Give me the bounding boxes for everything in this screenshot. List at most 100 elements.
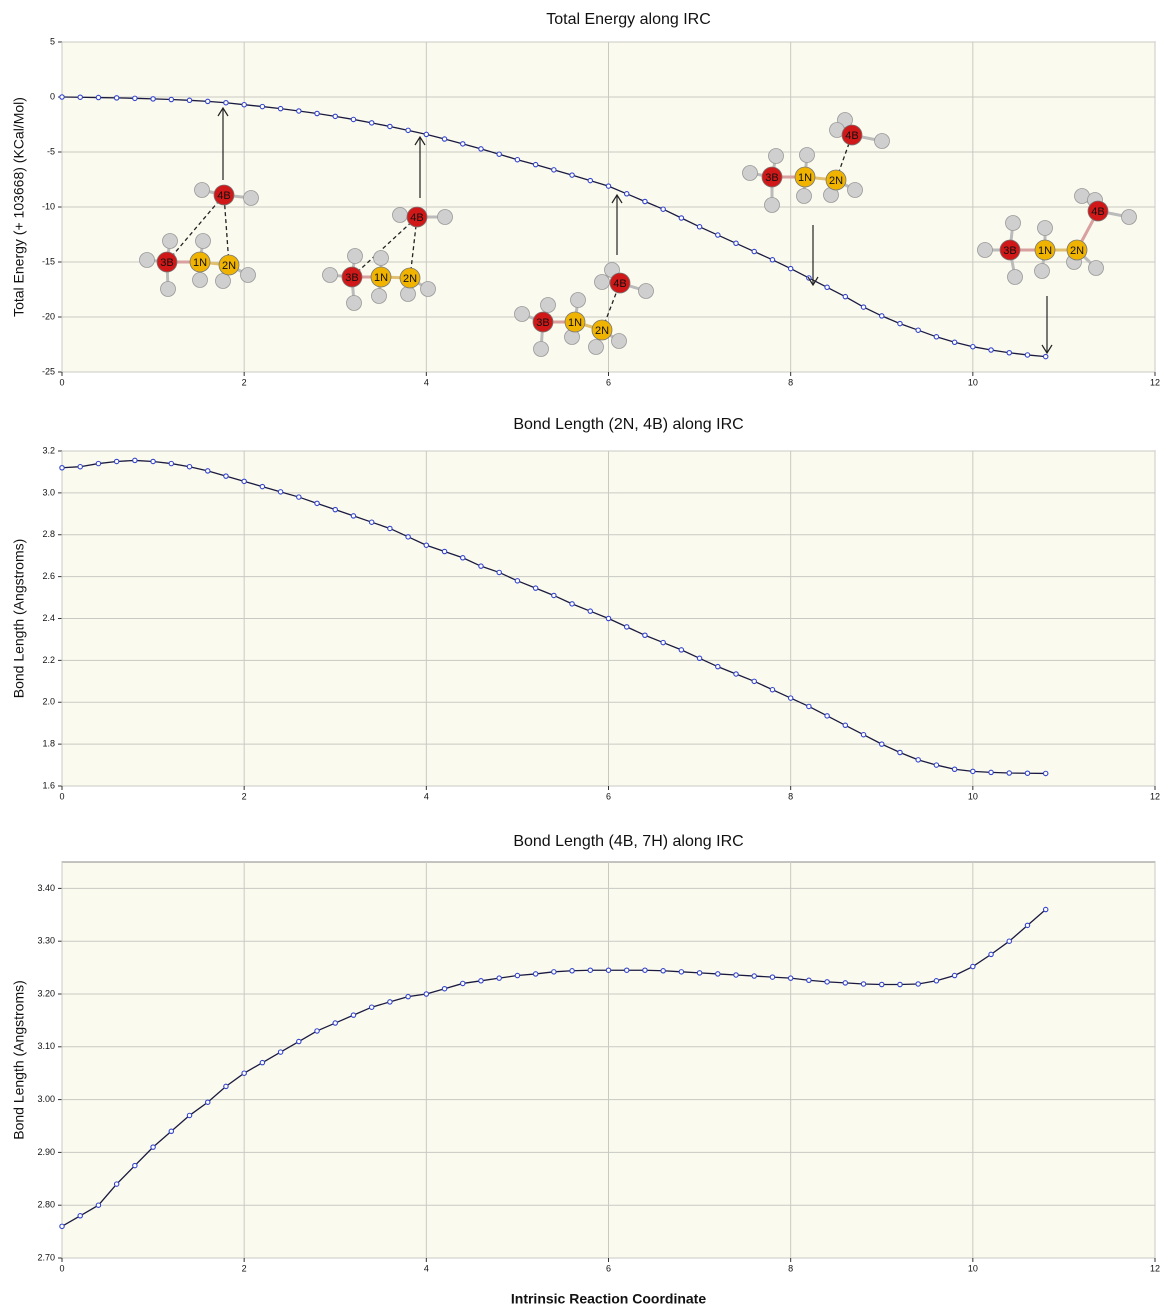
data-point bbox=[60, 1224, 64, 1228]
data-point bbox=[697, 225, 701, 229]
data-point bbox=[1025, 771, 1029, 775]
data-point bbox=[552, 593, 556, 597]
data-point bbox=[461, 556, 465, 560]
data-point bbox=[333, 507, 337, 511]
data-point bbox=[570, 173, 574, 177]
y-tick-label: -15 bbox=[42, 256, 55, 266]
atom-label: 3B bbox=[345, 272, 358, 284]
chart-title: Total Energy along IRC bbox=[546, 11, 711, 28]
data-point bbox=[369, 520, 373, 524]
data-point bbox=[1044, 354, 1048, 358]
data-point bbox=[570, 969, 574, 973]
hydrogen-atom bbox=[393, 208, 408, 223]
data-point bbox=[697, 656, 701, 660]
atom-label: 3B bbox=[536, 317, 549, 329]
hydrogen-atom bbox=[1122, 210, 1137, 225]
hydrogen-atom bbox=[875, 134, 890, 149]
data-point bbox=[679, 970, 683, 974]
x-axis-label: Intrinsic Reaction Coordinate bbox=[511, 1291, 706, 1307]
hydrogen-atom bbox=[595, 275, 610, 290]
data-point bbox=[861, 733, 865, 737]
atom-label: 2N bbox=[403, 273, 417, 285]
data-point bbox=[187, 98, 191, 102]
data-point bbox=[643, 199, 647, 203]
data-point bbox=[625, 625, 629, 629]
data-point bbox=[533, 972, 537, 976]
data-point bbox=[206, 469, 210, 473]
data-point bbox=[734, 672, 738, 676]
hydrogen-atom bbox=[1006, 216, 1021, 231]
x-tick-label: 12 bbox=[1150, 1263, 1160, 1273]
y-tick-label: 2.8 bbox=[42, 529, 55, 539]
data-point bbox=[297, 495, 301, 499]
atom-label: 3B bbox=[765, 172, 778, 184]
atom-label: 3B bbox=[1003, 245, 1016, 257]
data-point bbox=[898, 750, 902, 754]
data-point bbox=[187, 1113, 191, 1117]
data-point bbox=[807, 978, 811, 982]
data-point bbox=[971, 345, 975, 349]
y-tick-label: -20 bbox=[42, 311, 55, 321]
data-point bbox=[916, 758, 920, 762]
data-point bbox=[114, 459, 118, 463]
data-point bbox=[952, 973, 956, 977]
hydrogen-atom bbox=[800, 148, 815, 163]
data-point bbox=[1044, 907, 1048, 911]
data-point bbox=[661, 640, 665, 644]
data-point bbox=[278, 490, 282, 494]
data-point bbox=[242, 103, 246, 107]
hydrogen-atom bbox=[534, 342, 549, 357]
x-tick-label: 8 bbox=[788, 791, 793, 801]
x-tick-label: 2 bbox=[242, 791, 247, 801]
y-tick-label: 3.30 bbox=[37, 936, 55, 946]
y-tick-label: 1.6 bbox=[42, 780, 55, 790]
atom-label: 1N bbox=[1038, 245, 1052, 257]
x-tick-label: 4 bbox=[424, 377, 429, 387]
data-point bbox=[169, 461, 173, 465]
data-point bbox=[1025, 923, 1029, 927]
data-point bbox=[114, 1182, 118, 1186]
atom-label: 2N bbox=[829, 175, 843, 187]
atom-label: 2N bbox=[595, 325, 609, 337]
data-point bbox=[278, 106, 282, 110]
hydrogen-atom bbox=[195, 183, 210, 198]
data-point bbox=[78, 465, 82, 469]
data-point bbox=[861, 305, 865, 309]
data-point bbox=[224, 1084, 228, 1088]
x-tick-label: 12 bbox=[1150, 377, 1160, 387]
atom-label: 4B bbox=[410, 212, 423, 224]
y-tick-label: 3.40 bbox=[37, 883, 55, 893]
data-point bbox=[96, 95, 100, 99]
data-point bbox=[971, 769, 975, 773]
data-point bbox=[442, 549, 446, 553]
data-point bbox=[989, 348, 993, 352]
data-point bbox=[643, 633, 647, 637]
hydrogen-atom bbox=[196, 234, 211, 249]
data-point bbox=[716, 233, 720, 237]
y-tick-label: 5 bbox=[50, 36, 55, 46]
data-point bbox=[114, 96, 118, 100]
data-point bbox=[260, 1060, 264, 1064]
data-point bbox=[880, 982, 884, 986]
data-point bbox=[515, 579, 519, 583]
hydrogen-atom bbox=[140, 253, 155, 268]
hydrogen-atom bbox=[323, 268, 338, 283]
y-tick-label: 0 bbox=[50, 91, 55, 101]
atom-label: 4B bbox=[1091, 206, 1104, 218]
hydrogen-atom bbox=[438, 210, 453, 225]
data-point bbox=[606, 616, 610, 620]
data-point bbox=[971, 964, 975, 968]
y-tick-label: 3.0 bbox=[42, 487, 55, 497]
y-tick-label: 2.70 bbox=[37, 1252, 55, 1262]
atom-label: 2N bbox=[222, 260, 236, 272]
y-tick-label: 3.10 bbox=[37, 1041, 55, 1051]
hydrogen-atom bbox=[1035, 264, 1050, 279]
x-tick-label: 10 bbox=[968, 377, 978, 387]
data-point bbox=[533, 162, 537, 166]
data-point bbox=[989, 770, 993, 774]
data-point bbox=[151, 1145, 155, 1149]
data-point bbox=[369, 1005, 373, 1009]
hydrogen-atom bbox=[163, 234, 178, 249]
data-point bbox=[716, 972, 720, 976]
data-point bbox=[880, 742, 884, 746]
